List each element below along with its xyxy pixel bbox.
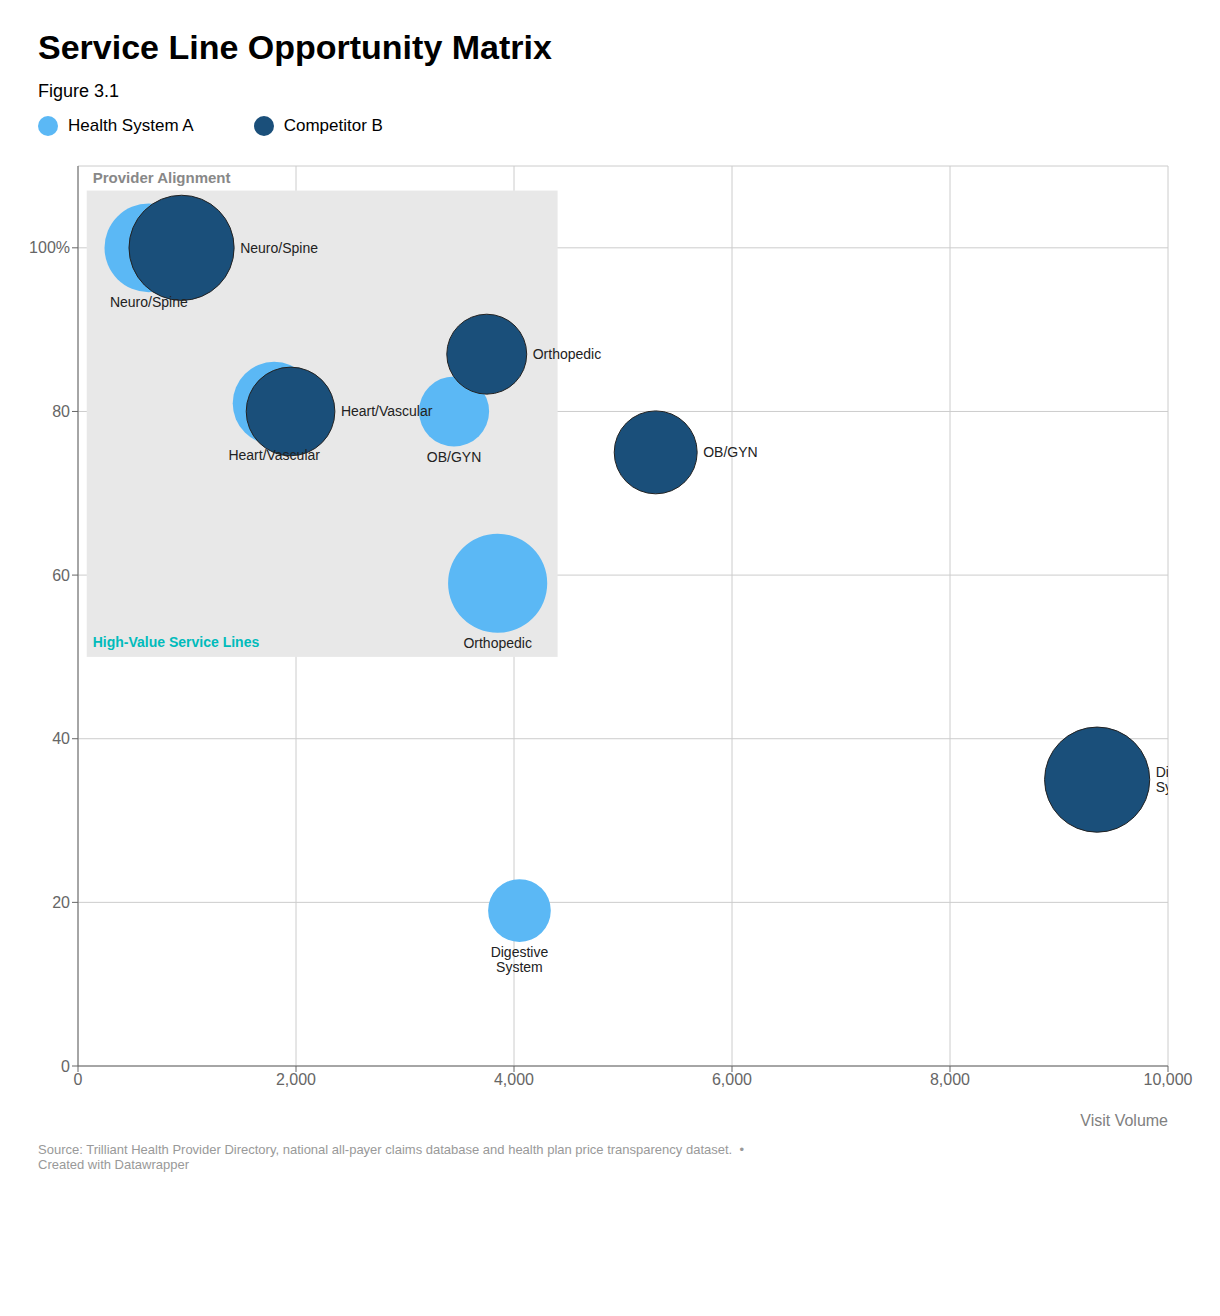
html-text:Health System A: Health System A <box>68 116 194 135</box>
svg-text:60: 60 <box>52 567 70 584</box>
svg-text:Heart/Vascular: Heart/Vascular <box>228 447 320 463</box>
svg-text:100%: 100% <box>29 239 70 256</box>
svg-text:0: 0 <box>61 1058 70 1075</box>
svg-text:20: 20 <box>52 894 70 911</box>
svg-text:6,000: 6,000 <box>712 1071 752 1088</box>
html-text:Source: Trilliant Health Provi: Source: Trilliant Health Provider Direct… <box>38 1142 744 1172</box>
svg-text:DigestiveSystem: DigestiveSystem <box>491 944 549 975</box>
svg-text:10,000: 10,000 <box>1144 1071 1193 1088</box>
svg-text:4,000: 4,000 <box>494 1071 534 1088</box>
svg-text:80: 80 <box>52 403 70 420</box>
html-text:Service Line Opportunity Matri: Service Line Opportunity Matrix <box>38 28 552 66</box>
svg-text:OB/GYN: OB/GYN <box>703 444 757 460</box>
svg-text:2,000: 2,000 <box>276 1071 316 1088</box>
html-text:Competitor B: Competitor B <box>283 116 383 135</box>
svg-text:DigestiveSystem: DigestiveSystem <box>1156 764 1168 795</box>
svg-text:High-Value Service Lines: High-Value Service Lines <box>93 634 260 650</box>
svg-text:Visit Volume: Visit Volume <box>1080 1112 1168 1129</box>
svg-text:8,000: 8,000 <box>930 1071 970 1088</box>
svg-text:Neuro/Spine: Neuro/Spine <box>110 294 188 310</box>
svg-text:Orthopedic: Orthopedic <box>533 346 601 362</box>
svg-text:Neuro/Spine: Neuro/Spine <box>240 240 318 256</box>
svg-text:Provider Alignment: Provider Alignment <box>93 169 231 186</box>
html-text:Figure 3.1: Figure 3.1 <box>38 81 119 101</box>
svg-text:40: 40 <box>52 730 70 747</box>
svg-text:OB/GYN: OB/GYN <box>427 449 481 465</box>
svg-text:Orthopedic: Orthopedic <box>463 635 531 651</box>
svg-text:0: 0 <box>74 1071 83 1088</box>
svg-text:Heart/Vascular: Heart/Vascular <box>341 403 433 419</box>
